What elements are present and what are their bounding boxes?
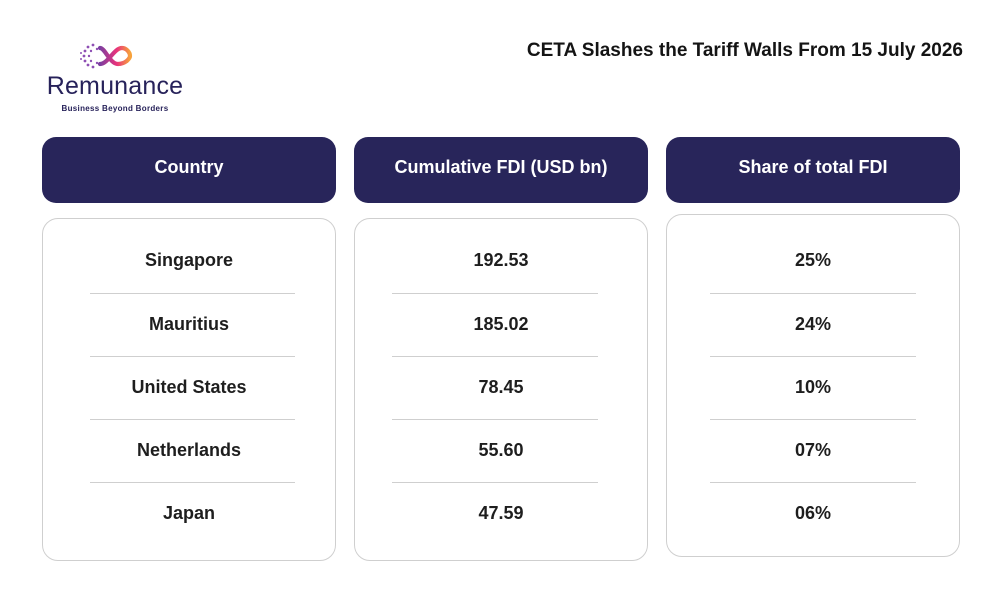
brand-name: Remunance: [46, 72, 184, 100]
cumulative-fdi-column: 192.53 185.02 78.45 55.60 47.59: [354, 218, 648, 561]
brand-logo: Remunance Business Beyond Borders: [40, 42, 190, 116]
country-column: Singapore Mauritius United States Nether…: [42, 218, 336, 561]
table-cell: 185.02: [473, 313, 529, 334]
row-divider: [710, 356, 916, 357]
row-divider: [710, 293, 916, 294]
row-divider: [710, 482, 916, 483]
table-cell: 06%: [794, 502, 832, 523]
column-header-cumulative-fdi: Cumulative FDI (USD bn): [354, 137, 648, 203]
table-cell: Singapore: [144, 249, 233, 270]
table-cell: Mauritius: [148, 313, 229, 334]
table-cell: 25%: [794, 249, 832, 270]
table-cell: 07%: [794, 439, 832, 460]
page-title: CETA Slashes the Tariff Walls From 15 Ju…: [526, 40, 963, 61]
infinity-logo-icon: [80, 43, 133, 69]
table-cell: Netherlands: [136, 439, 242, 460]
row-divider: [90, 356, 295, 357]
table-cell: 24%: [794, 313, 832, 334]
row-divider: [90, 482, 295, 483]
row-divider: [392, 482, 598, 483]
table-cell: 192.53: [473, 249, 529, 270]
table-cell: 78.45: [478, 376, 524, 397]
brand-tagline: Business Beyond Borders: [61, 104, 169, 113]
table-cell: 55.60: [478, 439, 524, 460]
table-cell: Japan: [162, 502, 216, 523]
row-divider: [90, 419, 295, 420]
row-divider: [392, 419, 598, 420]
table-cell: 10%: [794, 376, 832, 397]
row-divider: [392, 356, 598, 357]
row-divider: [710, 419, 916, 420]
row-divider: [392, 293, 598, 294]
row-divider: [90, 293, 295, 294]
table-cell: 47.59: [478, 502, 524, 523]
share-column: 25% 24% 10% 07% 06%: [666, 214, 960, 557]
column-header-country: Country: [42, 137, 336, 203]
column-header-share: Share of total FDI: [666, 137, 960, 203]
table-cell: United States: [131, 376, 247, 397]
